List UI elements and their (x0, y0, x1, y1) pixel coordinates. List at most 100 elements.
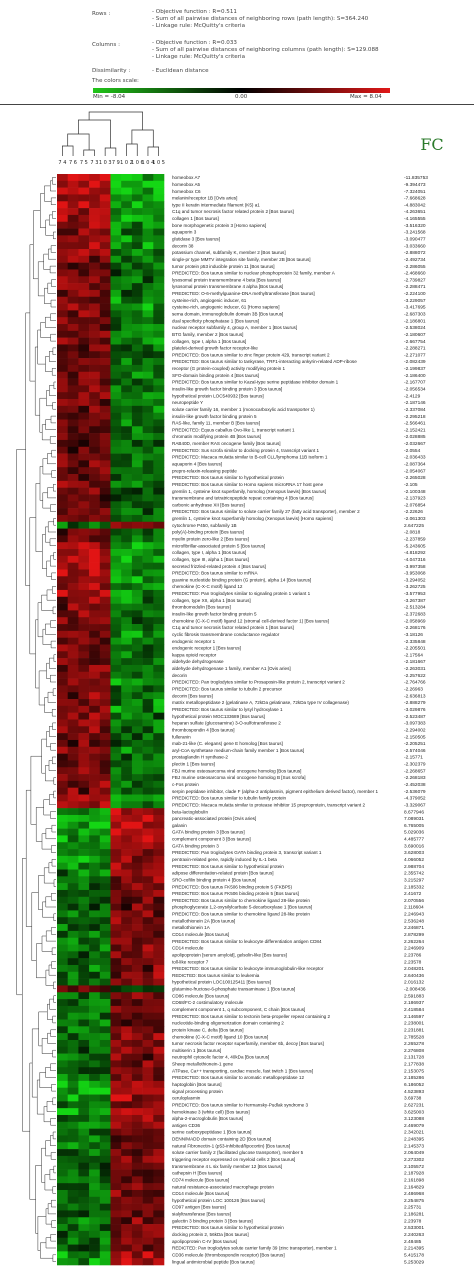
heatmap-cell (142, 569, 154, 577)
heatmap-cell (121, 992, 133, 1000)
heatmap-cell (57, 433, 68, 441)
heatmap-cell (57, 569, 68, 577)
heatmap-cell (110, 433, 122, 441)
heatmap-cell (78, 487, 90, 495)
heatmap-cell (78, 433, 90, 441)
heatmap-cell (78, 1244, 90, 1252)
heatmap-cell (131, 330, 143, 338)
heatmap-cell (89, 242, 101, 250)
row-branch (49, 726, 56, 737)
column-label: 7 3 (90, 160, 98, 166)
heatmap-cell (89, 1258, 101, 1266)
heatmap-cell (153, 508, 165, 516)
heatmap-cell (153, 310, 165, 318)
heatmap-cell (99, 1128, 111, 1136)
heatmap-cell (99, 1155, 111, 1164)
heatmap-cell (99, 774, 111, 782)
heatmap-cell (78, 221, 90, 229)
fc-value: -2.237859 (404, 537, 426, 543)
heatmap-cell (67, 358, 79, 366)
heatmap-cell (57, 1135, 68, 1143)
heatmap-cell (153, 262, 165, 270)
heatmap-cell (142, 842, 154, 850)
heatmap-cell (89, 385, 101, 393)
heatmap-cell (110, 1162, 122, 1170)
row-branch (50, 180, 56, 192)
heatmap-cell (57, 583, 68, 591)
heatmap-cell (110, 249, 122, 257)
row-branch (50, 743, 56, 751)
heatmap-cell (67, 917, 79, 925)
gene-label: PREDICTED: Macaca mulatta similar to B-c… (172, 455, 328, 460)
heatmap-cell (78, 1128, 90, 1136)
gene-label: PREDICTED: Bos taurus similar to solute … (172, 509, 360, 514)
heatmap-cell (121, 1114, 133, 1123)
heatmap-cell (131, 1046, 143, 1054)
heatmap-cell (153, 576, 165, 584)
heatmap-cell (67, 910, 79, 918)
heatmap-cell (131, 958, 143, 966)
row-branch (52, 1049, 56, 1058)
heatmap-cell (67, 583, 79, 591)
rows-linkage: - Linkage rule: McQuitty's criteria (152, 23, 246, 29)
heatmap-cell (78, 658, 90, 666)
heatmap-cell (142, 930, 154, 938)
heatmap-cell (142, 1230, 154, 1239)
heatmap-cell (110, 705, 122, 713)
heatmap-cell (89, 535, 101, 543)
heatmap-cell (78, 1060, 90, 1068)
heatmap-cell (131, 1114, 143, 1123)
heatmap-cell (78, 1087, 90, 1095)
heatmap-cell (57, 1053, 68, 1061)
heatmap-cell (121, 1183, 133, 1191)
heatmap-cell (142, 787, 154, 795)
fc-value: -2.0554 (404, 448, 421, 454)
heatmap-cell (131, 221, 143, 229)
heatmap-cell (131, 1196, 143, 1204)
heatmap-cell (110, 1080, 122, 1089)
heatmap-cell (110, 903, 122, 911)
heatmap-cell (121, 487, 133, 495)
heatmap-cell (57, 194, 68, 202)
heatmap-cell (57, 801, 68, 809)
fc-value: 2.640436 (404, 973, 424, 979)
row-branch (52, 756, 56, 765)
heatmap-cell (121, 896, 133, 904)
row-branch (42, 901, 54, 918)
heatmap-cell (67, 699, 79, 707)
heatmap-cell (121, 917, 133, 925)
fc-value: 2.988704 (404, 864, 424, 870)
gene-label: sema domain, immunoglobulin domain 3B [B… (172, 311, 283, 316)
fc-value: 3.628003 (404, 850, 424, 856)
fc-value: -2.150505 (404, 734, 426, 740)
heatmap-cell (121, 644, 133, 652)
fc-value: 2.48485 (404, 1239, 422, 1245)
heatmap-cell (131, 1053, 143, 1061)
row-branch (50, 1234, 56, 1242)
heatmap-cell (67, 658, 79, 666)
heatmap-cell (110, 821, 122, 829)
row-branch (50, 640, 56, 649)
gene-label: antigen CD36 (172, 1123, 201, 1128)
heatmap-cell (89, 1067, 101, 1075)
heatmap-cell (131, 371, 143, 379)
row-branch (39, 466, 43, 501)
heatmap-cell (153, 760, 165, 768)
heatmap-cell (89, 828, 101, 836)
row-branch (45, 828, 56, 840)
fc-value: 2.41672 (404, 891, 422, 897)
heatmap-cell (121, 1244, 133, 1252)
heatmap-cell (78, 992, 90, 1000)
row-branch (51, 709, 56, 717)
heatmap-cell (78, 419, 90, 427)
heatmap-cell (99, 562, 111, 570)
heatmap-cell (142, 412, 154, 420)
heatmap-cell (57, 412, 68, 420)
heatmap-cell (153, 971, 165, 979)
row-branch (29, 517, 36, 655)
fc-value: -7.324051 (404, 189, 426, 195)
heatmap-cell (89, 964, 101, 973)
heatmap-cell (153, 569, 165, 577)
heatmap-cell (57, 1217, 68, 1225)
fc-value: 2.246943 (404, 912, 424, 918)
